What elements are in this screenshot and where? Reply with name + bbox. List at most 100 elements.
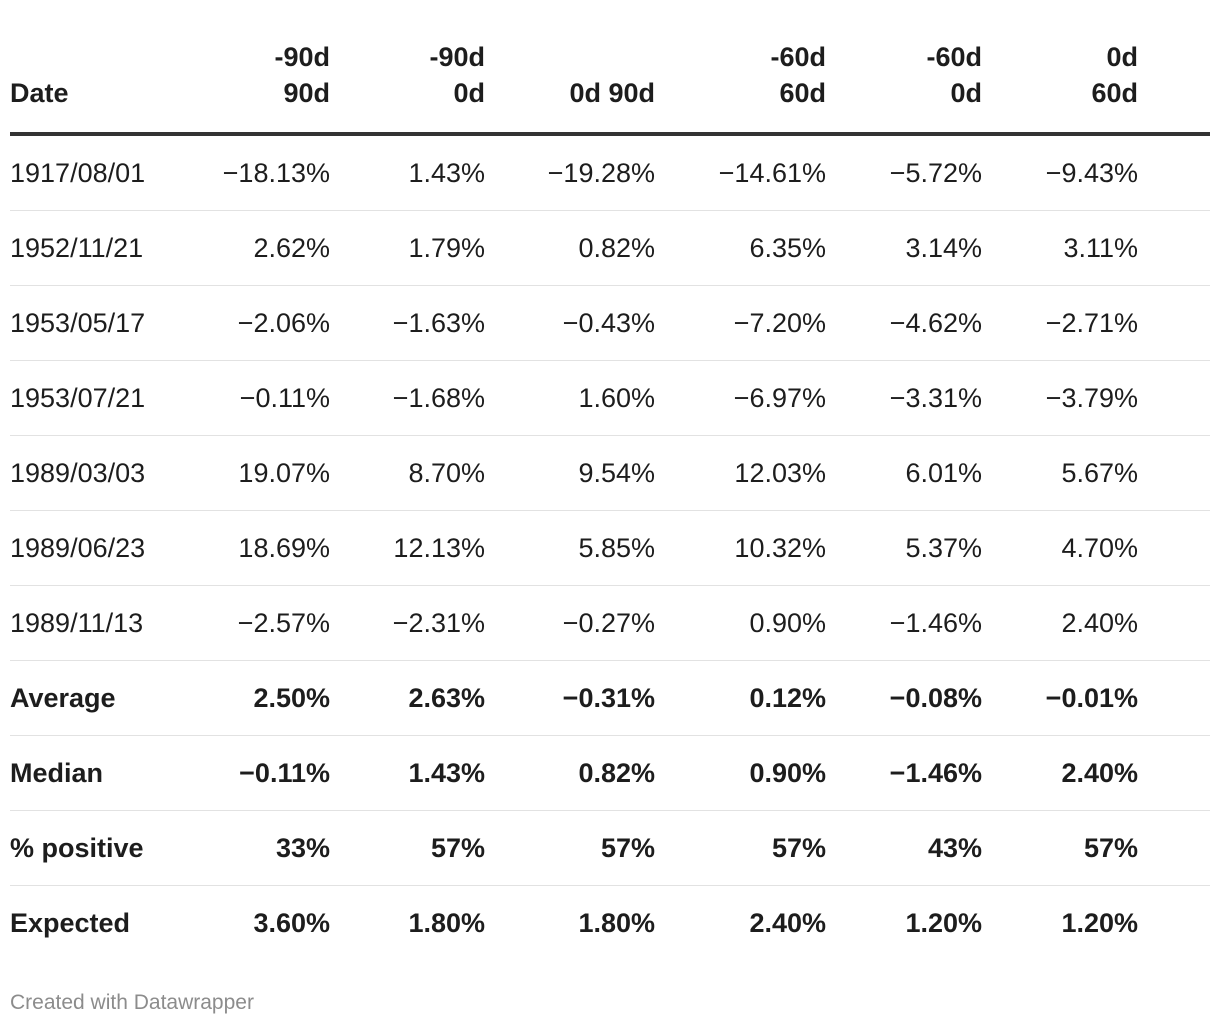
value-cell: 2.50% [170, 660, 330, 736]
value-cell: 0.90% [655, 735, 826, 811]
table-header: Date -90d 90d -90d 0d 0d 90d -60d 60d -60d 0d 0d 60… [10, 0, 1210, 136]
date-cell: 1953/05/17 [10, 285, 170, 361]
table-row: 1952/11/21 2.62% 1.79% 0.82% 6.35% 3.14% 3.11% [10, 210, 1210, 286]
value-cell: 18.69% [170, 510, 330, 586]
value-cell: −18.13% [170, 134, 330, 211]
value-cell: 1.79% [330, 210, 485, 286]
value-cell: 5.37% [826, 510, 982, 586]
summary-label: % positive [10, 810, 170, 886]
column-header-date: Date [10, 0, 170, 136]
value-cell: 1.60% [485, 360, 655, 436]
value-cell: −0.27% [485, 585, 655, 661]
column-header-label: Date [10, 78, 69, 108]
date-cell: 1952/11/21 [10, 210, 170, 286]
value-cell [1138, 210, 1210, 286]
value-cell: 3.14% [826, 210, 982, 286]
value-cell: −1.63% [330, 285, 485, 361]
value-cell: −2.57% [170, 585, 330, 661]
value-cell: −5.72% [826, 134, 982, 211]
value-cell: 8.70% [330, 435, 485, 511]
value-cell: 12.03% [655, 435, 826, 511]
value-cell: 9.54% [485, 435, 655, 511]
value-cell: 0.90% [655, 585, 826, 661]
column-header-z_90: 0d 90d [485, 0, 655, 136]
value-cell: 1.20% [905, 908, 982, 938]
value-cell [1138, 735, 1210, 811]
table-row: 1953/07/21 −0.11% −1.68% 1.60% −6.97% −3.31% −… [10, 360, 1210, 436]
column-header-label: 0d [950, 78, 982, 108]
table-header-row: Date -90d 90d -90d 0d 0d 90d -60d 60d -60d 0d 0d 60… [10, 0, 1210, 136]
value-cell: −7.20% [655, 285, 826, 361]
value-cell: −0.11% [170, 735, 330, 811]
value-cell: −2.06% [170, 285, 330, 361]
value-cell: −2.31% [330, 585, 485, 661]
column-header-label: 0d 90d [569, 78, 655, 108]
value-cell: 4.70% [982, 510, 1138, 586]
table-row: 1989/03/03 19.07% 8.70% 9.54% 12.03% 6.01% 5.6… [10, 435, 1210, 511]
value-cell [1138, 810, 1210, 886]
value-cell: −0.08% [826, 660, 982, 736]
summary-row: % positive 33% 57% 57% 57% 43% 57% [10, 810, 1210, 886]
table-row: 1989/11/13 −2.57% −2.31% −0.27% 0.90% −1.46% 2… [10, 585, 1210, 661]
value-cell [1138, 660, 1210, 736]
value-cell [1138, 435, 1210, 511]
table-row: 1917/08/01 −18.13% 1.43% −19.28% −14.61% −5.7… [10, 134, 1210, 211]
table-body: 1917/08/01 −18.13% 1.43% −19.28% −14.61% −5.7… [10, 134, 1210, 940]
value-cell [1138, 585, 1210, 661]
value-cell: 2.63% [330, 660, 485, 736]
data-table: Date -90d 90d -90d 0d 0d 90d -60d 60d -60d 0d 0d 60… [10, 0, 1210, 940]
value-cell: 10.32% [655, 510, 826, 586]
column-header-label: -60d [926, 42, 982, 72]
value-cell: −0.11% [170, 360, 330, 436]
value-cell: 0.12% [655, 660, 826, 736]
date-cell: 1989/03/03 [10, 435, 170, 511]
column-header-label: 0d [1106, 42, 1138, 72]
value-cell [1138, 886, 1210, 941]
column-header-m90_90: -90d 90d [170, 0, 330, 136]
summary-label: Average [10, 660, 170, 736]
value-cell: 1.43% [330, 134, 485, 211]
value-cell: 2.62% [170, 210, 330, 286]
summary-row: Average 2.50% 2.63% −0.31% 0.12% −0.08% −0.01% [10, 660, 1210, 736]
column-header-m90_0: -90d 0d [330, 0, 485, 136]
value-cell: − [1138, 134, 1210, 211]
value-cell: 6.01% [826, 435, 982, 511]
table-row: 1989/06/23 18.69% 12.13% 5.85% 10.32% 5.37% 4.… [10, 510, 1210, 586]
column-header-m60_60: -60d 60d [655, 0, 826, 136]
column-header-label: 60d [1091, 78, 1138, 108]
date-cell: 1953/07/21 [10, 360, 170, 436]
value-cell [1138, 360, 1210, 436]
value-cell: 1.43% [330, 735, 485, 811]
value-cell: −2.71% [982, 285, 1138, 361]
value-cell: −0.01% [982, 660, 1138, 736]
value-cell: 43% [826, 810, 982, 886]
value-cell: 57% [485, 810, 655, 886]
value-cell: 12.13% [330, 510, 485, 586]
value-cell: 33% [170, 810, 330, 886]
value-cell: −4.62% [826, 285, 982, 361]
value-cell: −3.31% [826, 360, 982, 436]
value-cell [1138, 510, 1210, 586]
value-cell: 57% [655, 810, 826, 886]
summary-row: Expected 3.60% 1.80% 1.80% 2.40% 1.20% 1.20% [10, 886, 1210, 941]
value-cell: 2.40% [982, 735, 1138, 811]
value-cell: −1.46% [826, 585, 982, 661]
summary-row: Median −0.11% 1.43% 0.82% 0.90% −1.46% 2.40% [10, 735, 1210, 811]
value-cell: −19.28% [485, 134, 655, 211]
value-cell: −14.61% [655, 134, 826, 211]
data-table-container[interactable]: Date -90d 90d -90d 0d 0d 90d -60d 60d -60d 0d 0d 60… [10, 0, 1210, 940]
value-cell: −3.79% [982, 360, 1138, 436]
column-header-extra [1138, 0, 1210, 136]
value-cell: 1.80% [578, 908, 655, 938]
value-cell: 1.20% [1061, 908, 1138, 938]
value-cell: 19.07% [170, 435, 330, 511]
summary-label: Expected [10, 908, 131, 938]
value-cell: 2.40% [749, 908, 826, 938]
value-cell: −9.43% [982, 134, 1138, 211]
value-cell: 2.40% [982, 585, 1138, 661]
column-header-label: -90d [274, 42, 330, 72]
date-cell: 1989/06/23 [10, 510, 170, 586]
column-header-label: 0d [453, 78, 485, 108]
value-cell: 0.82% [485, 735, 655, 811]
value-cell: 5.85% [485, 510, 655, 586]
